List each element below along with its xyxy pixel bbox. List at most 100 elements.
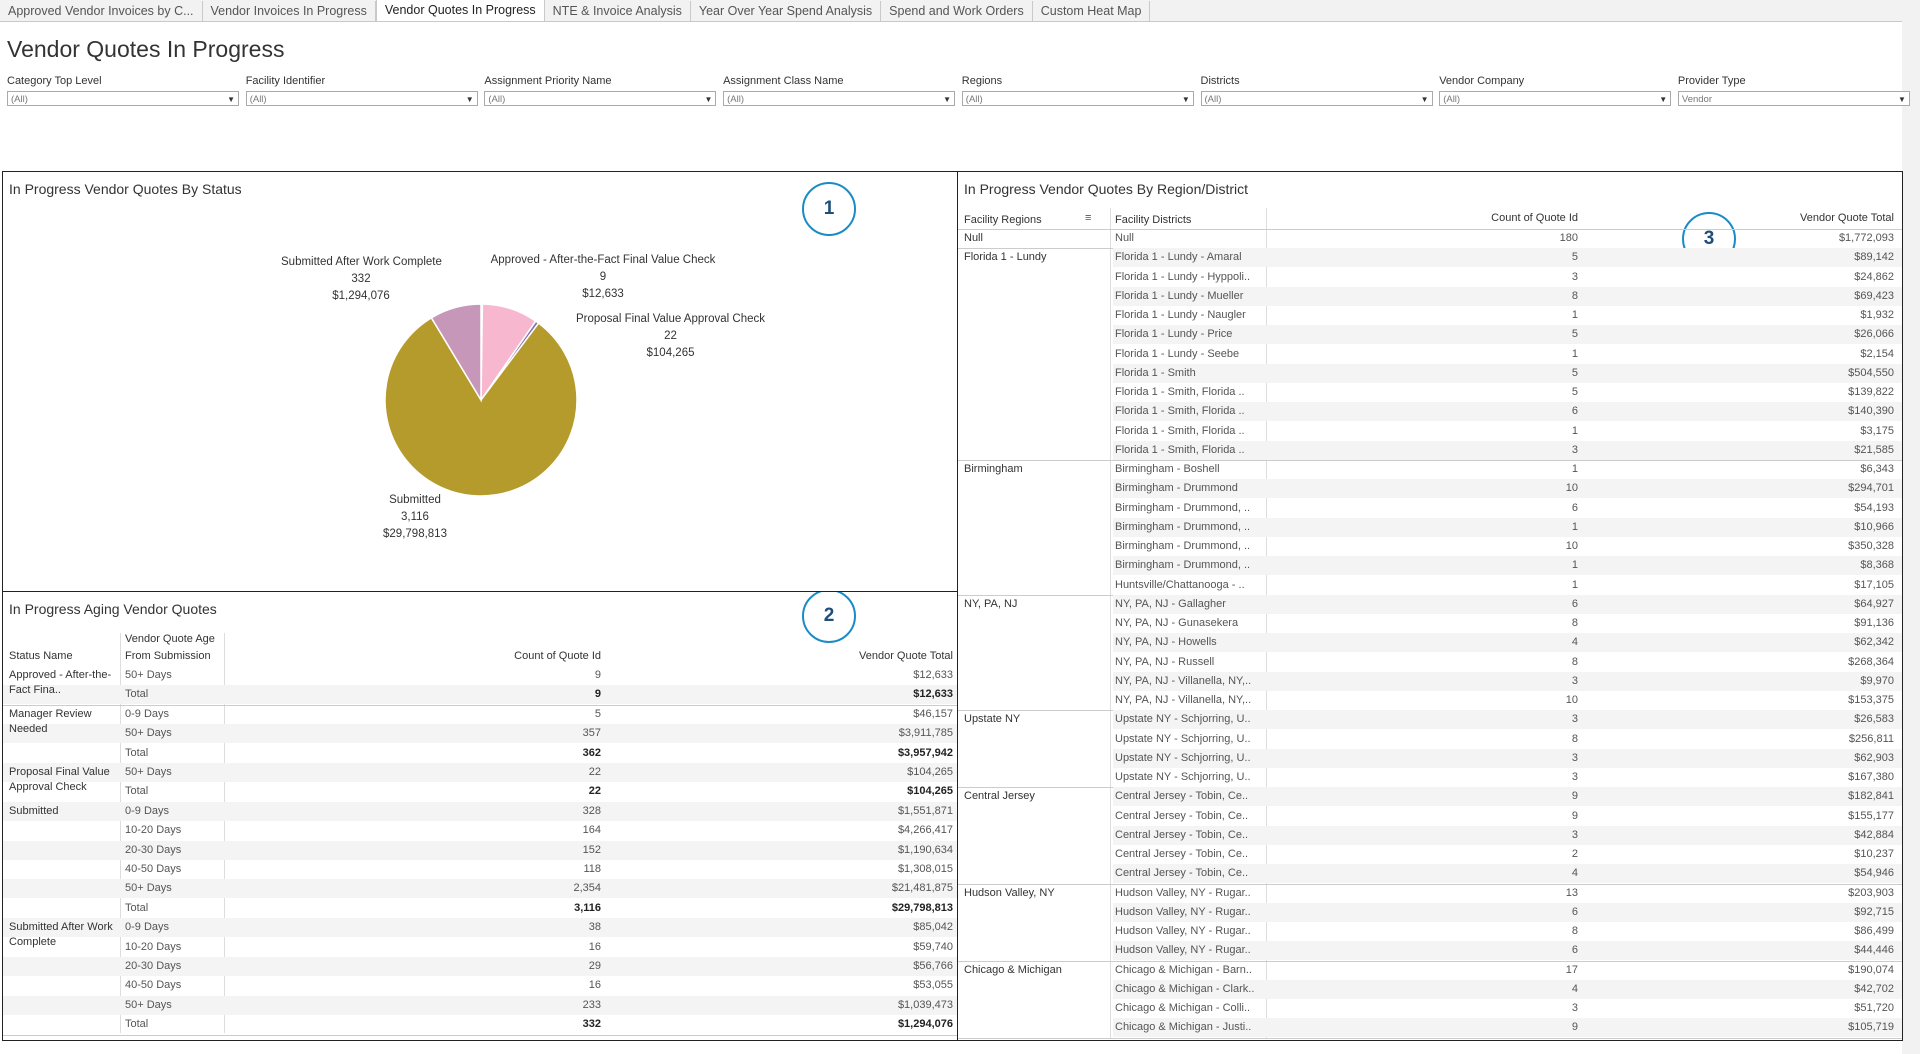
table-row: Chicago & Michigan - Colli.. 3 $51,720: [1113, 999, 1902, 1018]
chevron-down-icon[interactable]: ▼: [943, 95, 952, 104]
pie-label-total: $12,633: [582, 288, 624, 300]
total-cell: $26,066: [1854, 328, 1894, 341]
chevron-down-icon[interactable]: ▼: [227, 95, 235, 104]
group-rule: [958, 883, 1902, 885]
table-row: 10-20 Days 16 $59,740: [3, 938, 958, 957]
filter-dropdown[interactable]: (All) ▼: [961, 91, 1194, 106]
tab-3[interactable]: NTE & Invoice Analysis: [544, 1, 691, 21]
table-row: 20-30 Days 152 $1,190,634: [3, 840, 958, 860]
status-panel: In Progress Vendor Quotes By Status 1 Su…: [2, 171, 959, 592]
tab-6[interactable]: Custom Heat Map: [1032, 1, 1151, 21]
chevron-down-icon[interactable]: ▼: [1897, 95, 1906, 104]
filter-5: Districts (All) ▼: [1200, 74, 1433, 106]
sort-icon[interactable]: ≡: [1085, 212, 1092, 224]
region-name: Florida 1 - Lundy: [964, 251, 1047, 264]
filter-dropdown[interactable]: (All) ▼: [1439, 91, 1672, 106]
table-row: Florida 1 - Lundy - Naugler 1 $1,932: [1113, 306, 1902, 325]
tab-4[interactable]: Year Over Year Spend Analysis: [690, 1, 882, 21]
pie-slice-submitted-after-work-complete[interactable]: [430, 303, 482, 403]
total-cell: $3,957,942: [897, 746, 953, 759]
filter-dropdown[interactable]: (All) ▼: [723, 91, 956, 106]
age-cell: 40-50 Days: [125, 979, 182, 992]
aging-divider: [224, 633, 225, 1033]
chevron-down-icon[interactable]: ▼: [1659, 95, 1668, 104]
district-cell: Florida 1 - Lundy - Naugler: [1115, 309, 1246, 321]
district-cell: Hudson Valley, NY - Rugar..: [1115, 886, 1251, 899]
count-cell: 3: [1571, 751, 1578, 764]
filter-dropdown[interactable]: (All) ▼: [484, 91, 717, 106]
total-cell: $62,342: [1854, 636, 1894, 649]
filter-value: Vendor: [1681, 94, 1713, 105]
count-cell: 22: [588, 766, 601, 778]
count-cell: 1: [1571, 520, 1578, 533]
filter-dropdown[interactable]: (All) ▼: [1200, 91, 1433, 106]
chevron-down-icon[interactable]: ▼: [1420, 95, 1429, 104]
table-row: 50+ Days 9 $12,633: [3, 666, 958, 685]
tab-5[interactable]: Spend and Work Orders: [881, 1, 1033, 21]
district-cell: Huntsville/Chattanooga - ..: [1115, 578, 1245, 591]
total-cell: $89,142: [1854, 251, 1894, 264]
status-name: Proposal Final Value Approval Check: [9, 766, 110, 793]
total-cell: $3,175: [1860, 424, 1894, 437]
filter-1: Facility Identifier (All) ▼: [245, 74, 478, 106]
table-row: Hudson Valley, NY - Rugar.. 13 $203,903: [1113, 884, 1902, 903]
tab-0[interactable]: Approved Vendor Invoices by C...: [0, 1, 203, 21]
count-cell: 3: [1571, 713, 1578, 726]
table-row: Florida 1 - Lundy - Seebe 1 $2,154: [1113, 345, 1902, 364]
age-cell: 20-30 Days: [125, 960, 182, 972]
filter-label: Districts: [1200, 75, 1240, 87]
pie-label-submitted: Submitted 3,116 $29,798,813: [365, 492, 465, 543]
total-cell: $203,903: [1848, 886, 1894, 899]
region-header-rule: [958, 229, 1902, 230]
region-divider: [1266, 208, 1267, 1038]
pie-label-submitted-after-work-complete: Submitted After Work Complete 332 $1,294…: [281, 254, 442, 305]
region-header-count: Count of Quote Id: [1491, 212, 1578, 224]
total-cell: $1,190,634: [897, 843, 953, 856]
filter-dropdown[interactable]: (All) ▼: [245, 91, 478, 106]
district-cell: NY, PA, NJ - Villanella, NY,..: [1115, 694, 1252, 706]
total-cell: $54,193: [1854, 501, 1894, 514]
table-row: Birmingham - Boshell 1 $6,343: [1113, 460, 1902, 479]
aging-panel: In Progress Aging Vendor Quotes 2 Status…: [2, 591, 959, 1041]
status-name: Manager Review Needed: [9, 707, 92, 735]
age-cell: Total: [125, 746, 149, 759]
chevron-down-icon[interactable]: ▼: [465, 95, 474, 104]
total-cell: $104,265: [907, 766, 953, 778]
table-row: Hudson Valley, NY - Rugar.. 6 $44,446: [1113, 941, 1902, 961]
count-cell: 3,116: [574, 901, 601, 914]
district-cell: Florida 1 - Lundy - Price: [1115, 328, 1233, 341]
district-cell: Central Jersey - Tobin, Ce..: [1115, 828, 1249, 841]
age-cell: 40-50 Days: [125, 863, 182, 875]
filter-dropdown[interactable]: (All) ▼: [7, 91, 239, 106]
filter-dropdown[interactable]: Vendor ▼: [1677, 91, 1910, 106]
pie-label-text: Submitted After Work Complete: [281, 256, 442, 268]
total-cell: $69,423: [1854, 289, 1894, 302]
count-cell: 357: [582, 727, 601, 740]
filter-value: (All): [1204, 94, 1222, 105]
total-cell: $17,105: [1854, 578, 1894, 591]
chevron-down-icon[interactable]: ▼: [704, 95, 713, 104]
district-cell: Upstate NY - Schjorring, U..: [1115, 751, 1251, 764]
tab-2[interactable]: Vendor Quotes In Progress: [375, 0, 545, 21]
table-row: 0-9 Days 5 $46,157: [3, 705, 958, 724]
pie-label-approved-after-the-fact: Approved - After-the-Fact Final Value Ch…: [473, 252, 733, 303]
pie-slice-submitted[interactable]: [384, 316, 578, 497]
count-cell: 5: [1571, 366, 1578, 379]
district-cell: NY, PA, NJ - Villanella, NY,..: [1115, 674, 1252, 687]
total-cell: $1,039,473: [897, 998, 953, 1011]
total-cell: $153,375: [1848, 694, 1894, 706]
status-name: Approved - After-the-Fact Fina..: [9, 669, 112, 696]
tab-1[interactable]: Vendor Invoices In Progress: [202, 1, 376, 21]
table-row: Total 22 $104,265: [3, 782, 958, 801]
chevron-down-icon[interactable]: ▼: [1181, 95, 1190, 104]
count-cell: 10: [1565, 482, 1578, 495]
group-rule: [3, 704, 958, 706]
count-cell: 9: [1571, 1021, 1578, 1034]
aging-header-total: Vendor Quote Total: [859, 650, 953, 662]
table-row: NY, PA, NJ - Russell 8 $268,364: [1113, 653, 1902, 672]
status-pie-chart[interactable]: [3, 172, 959, 592]
count-cell: 3: [1571, 674, 1578, 687]
filter-label: Vendor Company: [1439, 75, 1525, 87]
total-cell: $26,583: [1854, 713, 1894, 726]
region-header-district: Facility Districts: [1115, 214, 1192, 226]
